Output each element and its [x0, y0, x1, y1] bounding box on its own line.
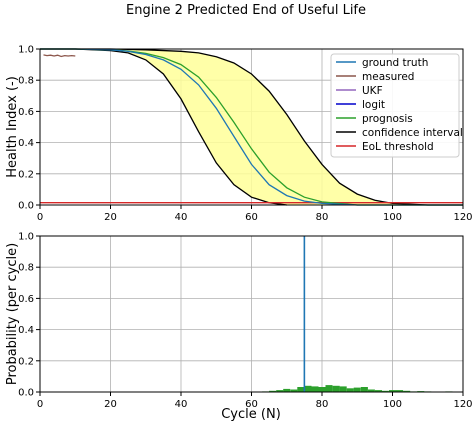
- confidence-interval-line: [40, 48, 287, 206]
- top-ticks: 0 20 40 60 80 100 120 0.0 0.2 0.4 0.6 0.8 1.0: [18, 45, 472, 224]
- bottom-y-tick-label: 1.0: [18, 232, 34, 243]
- top-x-tick-label: 0: [37, 212, 43, 223]
- histogram-bar: [403, 390, 411, 392]
- bottom-y-tick-label: 0.8: [18, 263, 34, 274]
- bottom-x-tick-label: 60: [245, 399, 258, 410]
- histogram-bar: [346, 388, 354, 392]
- legend-label: prognosis: [362, 113, 413, 125]
- ground-truth-line: [40, 48, 463, 206]
- bottom-y-axis-label: Probability (per cycle): [5, 243, 20, 385]
- measured-line: [43, 54, 76, 58]
- top-y-tick-label: 0.4: [18, 138, 34, 149]
- histogram-bar: [325, 385, 333, 392]
- histogram-bar: [332, 385, 340, 392]
- top-series: [40, 48, 463, 206]
- bottom-bars: [262, 385, 453, 393]
- histogram-bar: [353, 387, 361, 392]
- legend-label: measured: [362, 71, 414, 83]
- bottom-x-tick-label: 40: [175, 399, 188, 410]
- histogram-bar: [374, 390, 382, 392]
- legend-label: ground truth: [362, 57, 428, 69]
- bottom-x-tick-label: 100: [383, 399, 402, 410]
- top-x-tick-label: 40: [175, 212, 188, 223]
- histogram-bar: [339, 386, 347, 392]
- top-x-tick-label: 120: [453, 212, 472, 223]
- legend-items: ground truth measured UKF logit prognosis con…: [336, 57, 463, 153]
- legend-label: EoL threshold: [362, 141, 434, 153]
- legend-box: [330, 53, 460, 158]
- histogram-bar: [381, 390, 389, 392]
- histogram-bar: [269, 390, 277, 392]
- top-y-tick-label: 0.2: [18, 169, 34, 180]
- top-x-tick-label: 80: [316, 212, 329, 223]
- bottom-y-tick-label: 0.0: [18, 388, 34, 399]
- top-y-axis-label: Health Index (-): [5, 76, 20, 178]
- top-x-tick-label: 60: [245, 212, 258, 223]
- bottom-x-tick-label: 80: [316, 399, 329, 410]
- legend: ground truth measured UKF logit prognosis con…: [330, 53, 463, 158]
- top-y-tick-label: 0.0: [18, 201, 34, 212]
- histogram-bar: [297, 387, 305, 392]
- bottom-x-tick-label: 0: [37, 399, 43, 410]
- legend-label: logit: [362, 99, 385, 111]
- bottom-y-tick-label: 0.6: [18, 294, 34, 305]
- legend-label: UKF: [362, 85, 383, 97]
- histogram-bar: [396, 390, 404, 392]
- top-plot: 0 20 40 60 80 100 120 0.0 0.2 0.4 0.6 0.8 1.0 Health…: [5, 45, 473, 224]
- histogram-bar: [367, 389, 375, 392]
- histogram-bar: [283, 388, 291, 392]
- histogram-bar: [290, 389, 298, 392]
- top-y-tick-label: 0.8: [18, 76, 34, 87]
- confidence-band: [40, 49, 463, 205]
- confidence-interval-upper-line: [40, 48, 463, 206]
- bottom-y-tick-label: 0.2: [18, 356, 34, 367]
- histogram-bar: [360, 387, 368, 392]
- histogram-bar: [389, 390, 397, 392]
- top-x-tick-label: 20: [104, 212, 117, 223]
- bottom-x-tick-label: 20: [104, 399, 117, 410]
- histogram-bar: [276, 390, 284, 392]
- legend-label: confidence interval: [362, 127, 463, 139]
- bottom-plot: 0 20 40 60 80 100 120 0.0 0.2 0.4 0.6 0.8 1.0 Probab…: [5, 232, 473, 423]
- top-x-tick-label: 100: [383, 212, 402, 223]
- bottom-x-axis-label: Cycle (N): [221, 407, 281, 422]
- bottom-ticks: 0 20 40 60 80 100 120 0.0 0.2 0.4 0.6 0.8 1.0: [18, 232, 472, 411]
- histogram-bar: [318, 387, 326, 392]
- top-y-tick-label: 1.0: [18, 45, 34, 56]
- histogram-bar: [311, 386, 319, 392]
- bottom-x-tick-label: 120: [453, 399, 472, 410]
- chart-title: Engine 2 Predicted End of Useful Life: [126, 3, 366, 18]
- top-y-tick-label: 0.6: [18, 107, 34, 118]
- bottom-y-tick-label: 0.4: [18, 325, 34, 336]
- histogram-bar: [304, 385, 312, 392]
